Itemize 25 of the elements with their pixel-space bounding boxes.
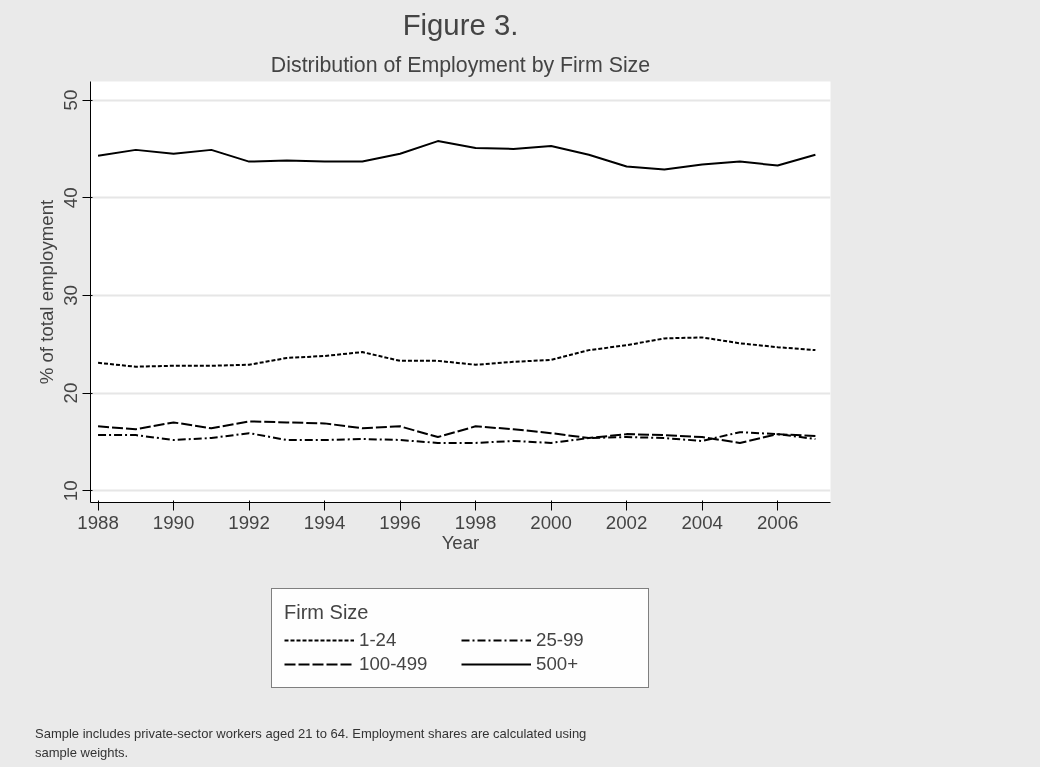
x-tick-label: 1990 (152, 511, 195, 533)
x-tick-label: 1988 (77, 511, 119, 533)
x-tick-label: 2006 (756, 511, 799, 533)
legend-label: 25-99 (536, 628, 585, 651)
y-tick-label: 20 (60, 382, 82, 404)
legend-label: 1-24 (359, 628, 398, 651)
chart-title: Figure 3. (402, 7, 519, 41)
x-tick-label: 1998 (454, 511, 497, 533)
y-tick-label: 30 (60, 285, 82, 306)
legend-title: Firm Size (284, 600, 370, 624)
legend-label: 100-499 (359, 652, 429, 675)
text: Sample includes private-sector workers aged 21 to 64. Employment shares are calculated using sample weights. (35, 725, 588, 762)
legend-label: 500+ (536, 652, 580, 675)
y-tick-label: 40 (60, 187, 82, 209)
x-tick-label: 2000 (530, 511, 572, 533)
x-tick-label: 1992 (228, 511, 270, 533)
x-tick-label: 1996 (379, 511, 421, 533)
x-axis-title: Year (441, 531, 480, 553)
x-tick-label: 2004 (681, 511, 723, 533)
x-tick-label: 1994 (303, 511, 346, 533)
x-tick-label: 2002 (605, 511, 648, 533)
y-tick-label: 10 (60, 480, 82, 502)
y-axis-title: % of total employment (35, 198, 57, 385)
y-tick-label: 50 (60, 89, 82, 111)
chart-subtitle: Distribution of Employment by Firm Size (270, 52, 651, 77)
